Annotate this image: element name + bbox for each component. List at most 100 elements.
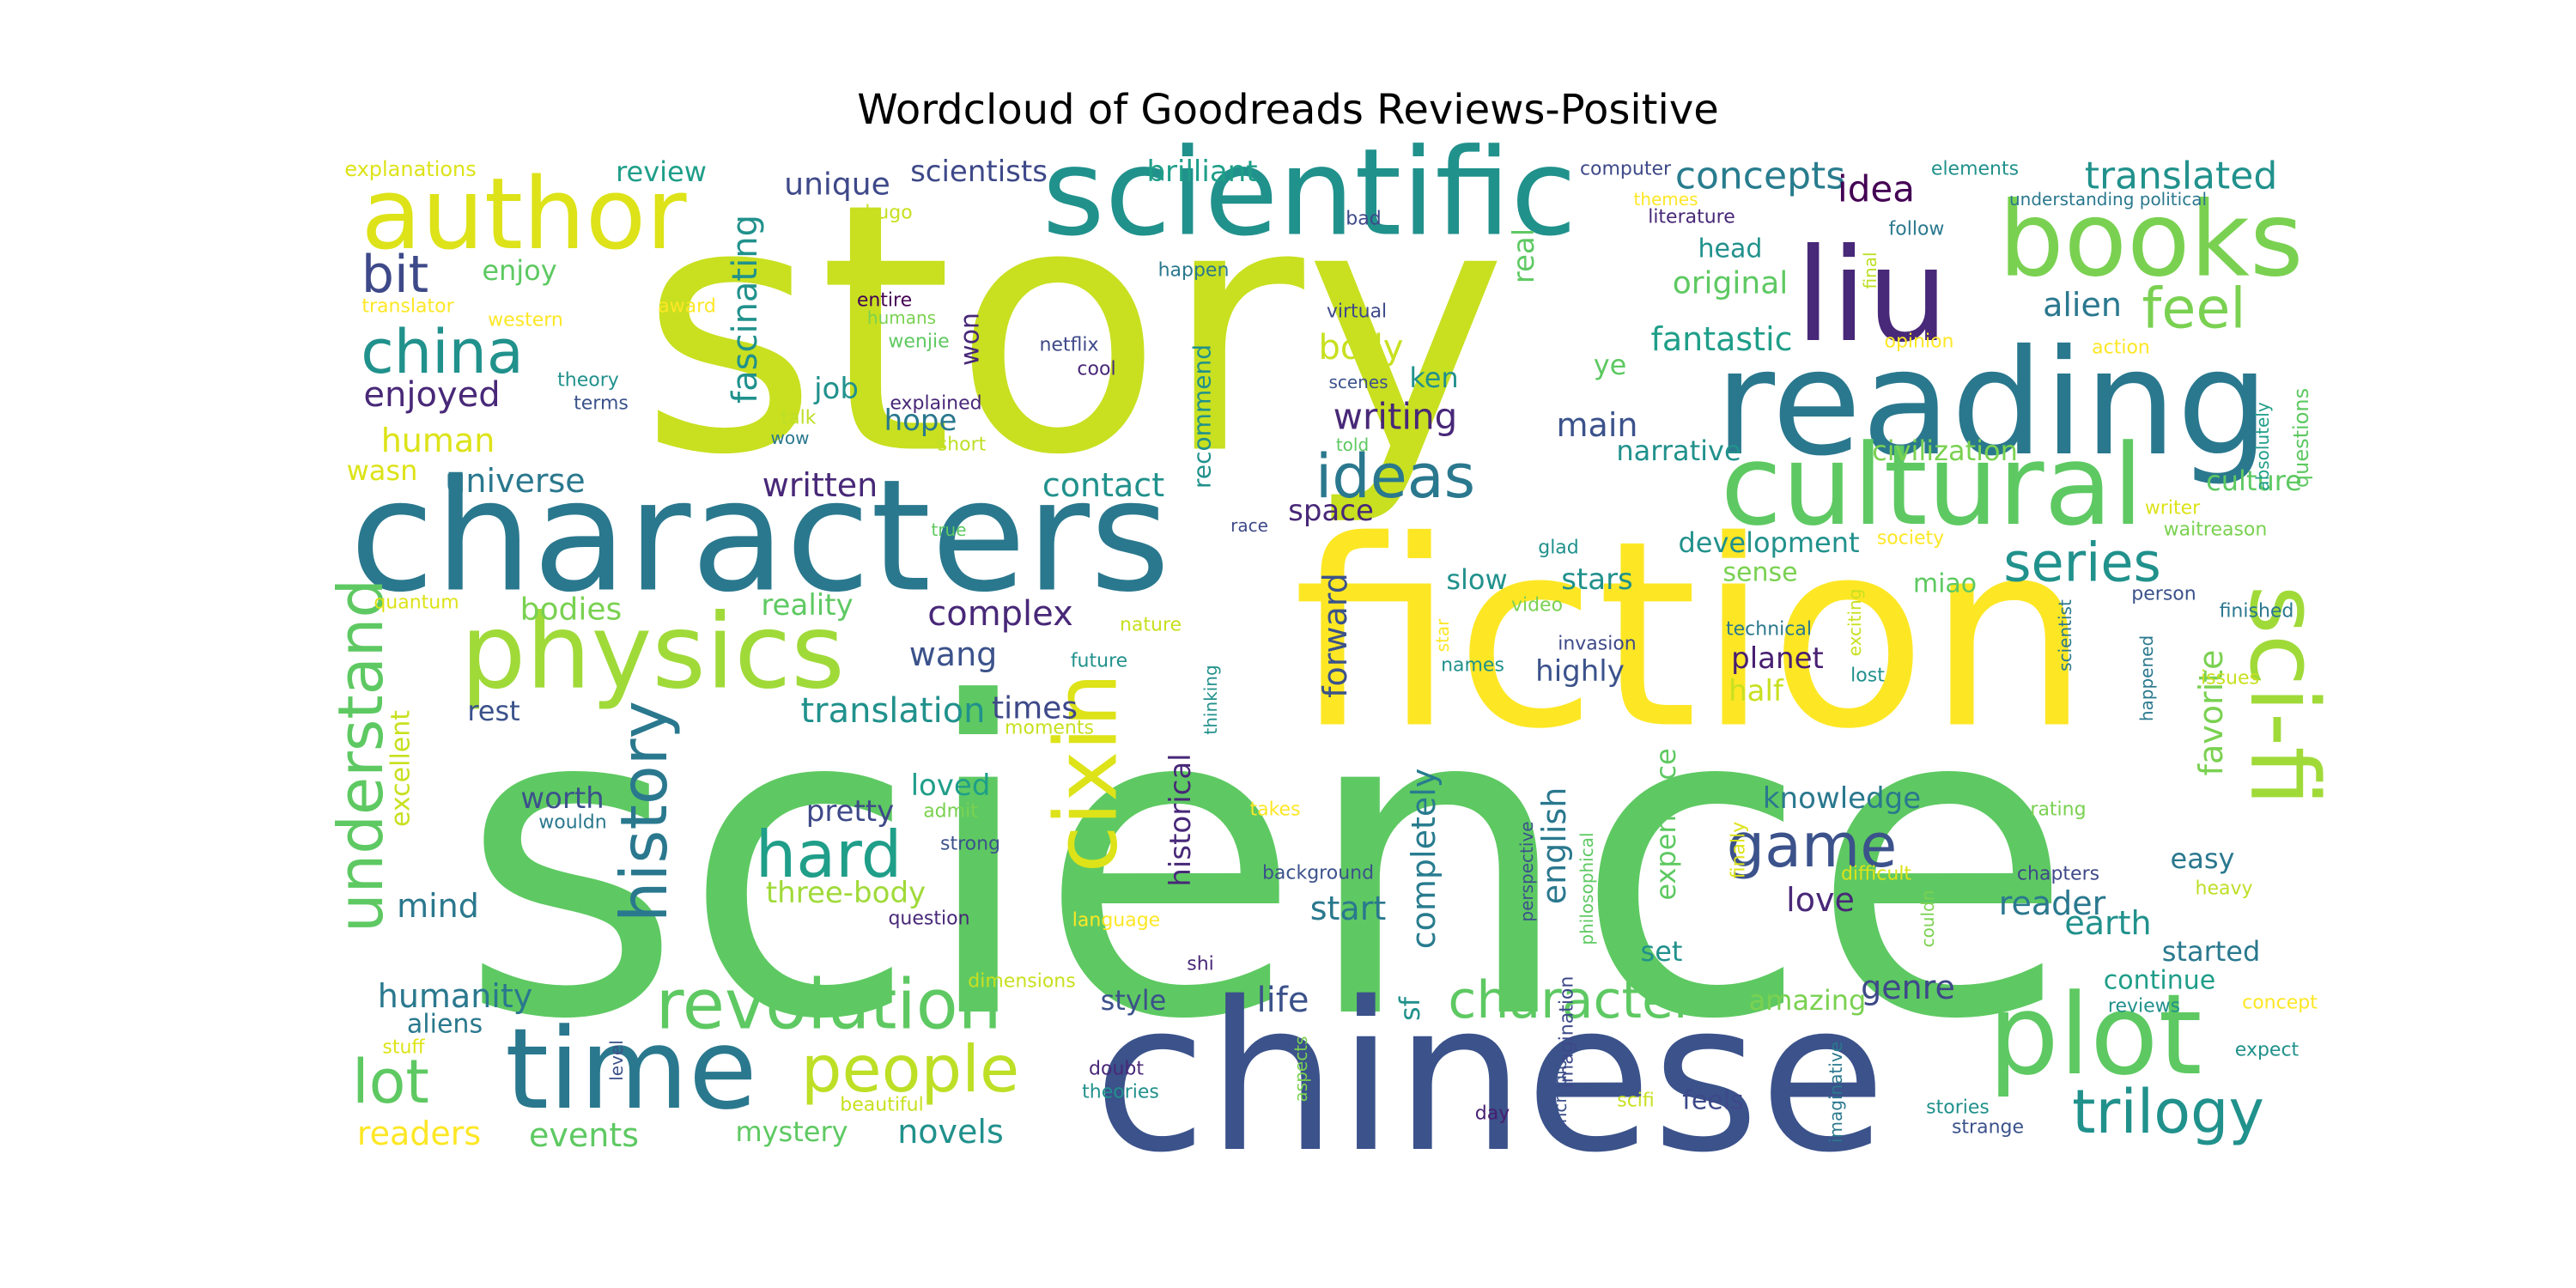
- cloud-word: story: [639, 131, 1507, 531]
- cloud-word: continue: [2104, 966, 2215, 996]
- cloud-word: people: [801, 1031, 1019, 1107]
- cloud-word: strange: [1952, 1117, 2024, 1139]
- cloud-word: experience: [1649, 748, 1682, 900]
- cloud-word: absolutely: [2252, 402, 2273, 491]
- cloud-word: happened: [2136, 635, 2157, 721]
- cloud-word: language: [1072, 910, 1160, 932]
- cloud-word: hope: [884, 404, 957, 438]
- cloud-word: concepts: [1675, 155, 1845, 198]
- cloud-word: writer: [2145, 498, 2201, 519]
- cloud-word: final: [1860, 252, 1880, 289]
- cloud-word: earth: [2064, 904, 2151, 942]
- cloud-word: stuff: [382, 1037, 425, 1059]
- cloud-word: job: [813, 372, 859, 406]
- cloud-word: recommend: [1188, 344, 1217, 489]
- cloud-word: physics: [460, 593, 845, 713]
- cloud-word: concept: [2242, 993, 2318, 1014]
- cloud-word: theories: [1082, 1082, 1159, 1103]
- cloud-word: stories: [1926, 1097, 1990, 1119]
- cloud-word: scifi: [1617, 1091, 1655, 1112]
- cloud-word: computer: [1580, 159, 1672, 180]
- cloud-word: historical: [1163, 753, 1198, 886]
- cloud-word: issues: [2201, 668, 2259, 690]
- cloud-word: ken: [1409, 361, 1458, 394]
- cloud-word: original: [1673, 266, 1789, 301]
- cloud-word: real: [1507, 228, 1541, 283]
- cloud-word: mystery: [735, 1115, 848, 1148]
- cloud-word: won: [956, 313, 986, 366]
- cloud-word: fascinating: [726, 215, 765, 404]
- cloud-word: translated: [2085, 155, 2278, 198]
- cloud-word: fiction: [1293, 486, 2091, 786]
- cloud-word: perspective: [1516, 821, 1537, 921]
- cloud-word: loved: [911, 769, 991, 803]
- cloud-word: literature: [1648, 207, 1735, 228]
- cloud-word: shi: [1187, 954, 1214, 975]
- cloud-word: translation: [800, 691, 985, 731]
- cloud-word: written: [762, 466, 878, 504]
- cloud-word: short: [938, 434, 987, 456]
- cloud-word: day: [1475, 1103, 1510, 1125]
- cloud-word: virtual: [1327, 301, 1387, 323]
- cloud-word: ideas: [1315, 441, 1475, 512]
- cloud-word: waitreason: [2164, 519, 2268, 541]
- cloud-word: rating: [2030, 799, 2086, 821]
- cloud-word: pretty: [806, 794, 895, 829]
- cloud-word: heavy: [2196, 878, 2253, 900]
- cloud-word: quantum: [374, 592, 459, 614]
- cloud-word: wasn: [347, 454, 418, 487]
- cloud-word: times: [992, 691, 1078, 726]
- cloud-word: strong: [940, 834, 1000, 855]
- cloud-word: bit: [361, 245, 428, 305]
- cloud-word: scientist: [2055, 599, 2075, 671]
- cloud-word: reader: [1999, 884, 2106, 922]
- cloud-word: slow: [1446, 563, 1507, 596]
- cloud-word: completely: [1405, 769, 1443, 950]
- cloud-word: race: [1230, 515, 1268, 536]
- cloud-word: reviews: [2108, 996, 2180, 1018]
- cloud-word: main: [1557, 406, 1638, 444]
- cloud-word: level: [606, 1040, 627, 1081]
- cloud-word: background: [1262, 863, 1374, 884]
- cloud-word: excellent: [386, 710, 416, 827]
- cloud-word: liu: [1795, 222, 1948, 371]
- cloud-word: life: [1257, 981, 1309, 1020]
- cloud-word: human: [381, 422, 495, 459]
- cloud-word: start: [1310, 890, 1387, 927]
- cloud-word: body: [1319, 328, 1404, 368]
- cloud-word: understanding political: [2009, 189, 2207, 210]
- cloud-word: imaginative: [1826, 1042, 1846, 1143]
- cloud-word: style: [1101, 984, 1167, 1017]
- cloud-word: cultural: [1721, 420, 2144, 550]
- cloud-word: scenes: [1328, 372, 1388, 392]
- cloud-word: space: [1288, 494, 1374, 528]
- cloud-word: development: [1678, 526, 1859, 559]
- cloud-word: aspects: [1291, 1036, 1311, 1103]
- cloud-word: elements: [1931, 159, 2019, 180]
- cloud-word: feel: [2142, 277, 2246, 342]
- cloud-word: reading: [1715, 319, 2269, 489]
- cloud-word: narrative: [1616, 434, 1741, 467]
- cloud-word: glad: [1538, 538, 1579, 559]
- cloud-word: netflix: [1039, 335, 1098, 356]
- cloud-word: couldn: [1917, 890, 1938, 948]
- cloud-word: rest: [467, 695, 519, 727]
- cloud-word: terms: [574, 393, 629, 415]
- cloud-word: explanations: [344, 157, 477, 181]
- cloud-word: sense: [1722, 558, 1797, 588]
- cloud-word: wang: [909, 635, 998, 673]
- cloud-word: sf: [1394, 996, 1426, 1021]
- cloud-word: revolution: [656, 965, 1002, 1045]
- cloud-word: alien: [2043, 286, 2122, 324]
- cloud-word: understand: [325, 579, 397, 933]
- cloud-word: worth: [520, 781, 604, 816]
- cloud-word: cool: [1077, 359, 1115, 380]
- cloud-word: easy: [2171, 842, 2235, 875]
- cloud-word: future: [1071, 651, 1127, 672]
- cloud-word: names: [1441, 655, 1504, 677]
- cloud-word: writing: [1334, 396, 1458, 438]
- cloud-word: video: [1511, 595, 1563, 617]
- cloud-word: western: [488, 310, 563, 331]
- cloud-word: enjoyed: [363, 375, 500, 415]
- cloud-word: time: [505, 1004, 757, 1134]
